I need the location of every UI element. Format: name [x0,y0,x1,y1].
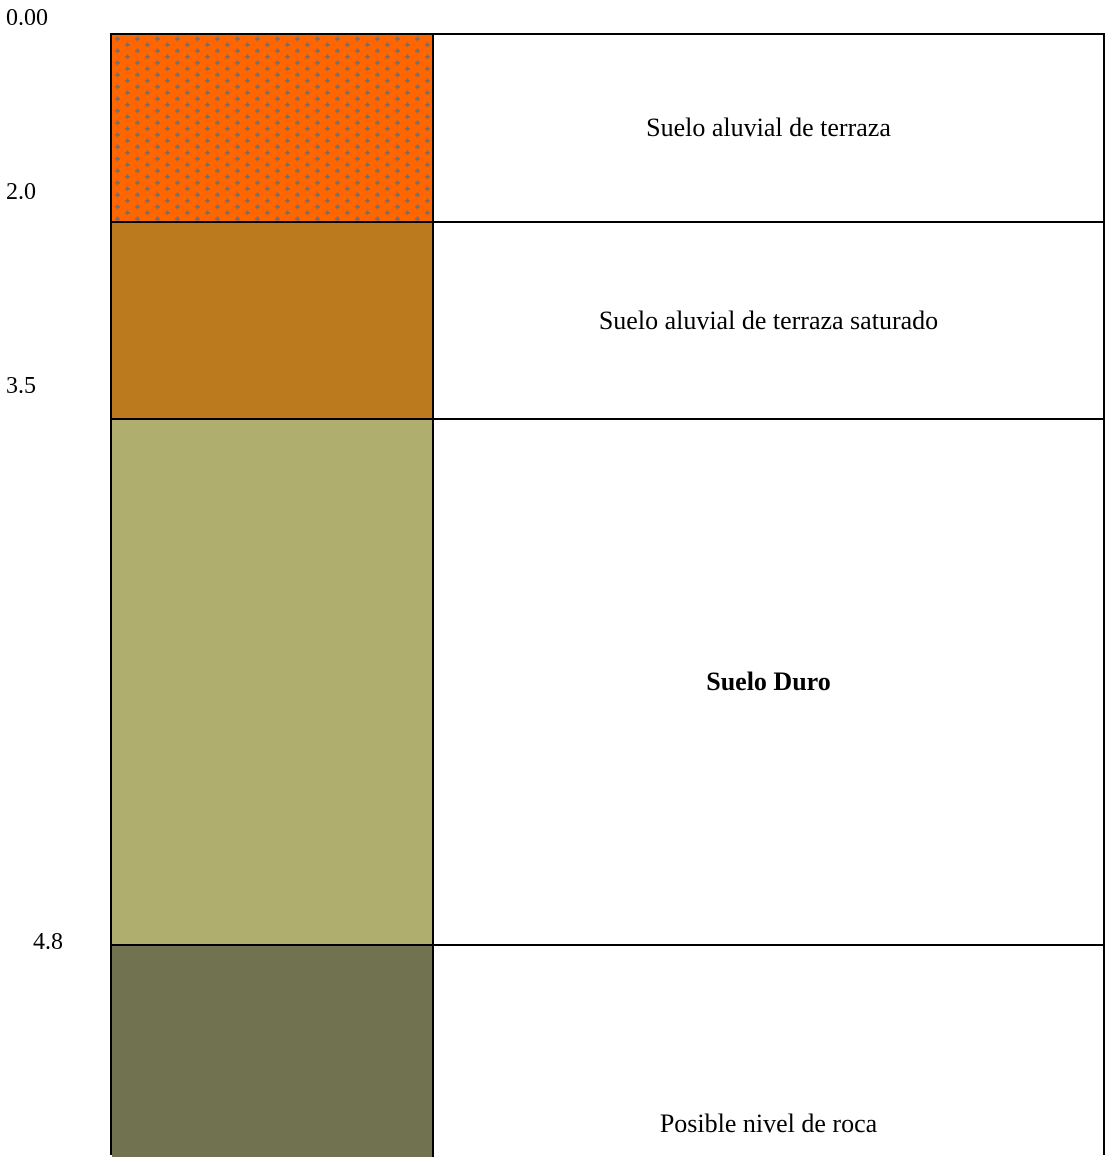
layer-1-swatch [112,35,434,221]
layer-4: Posible nivel de roca [112,944,1103,1157]
layer-1: Suelo aluvial de terraza [112,35,1103,221]
layer-1-description: Suelo aluvial de terraza [646,113,891,142]
layer-3: Suelo Duro [112,418,1103,944]
depth-label-1: 2.0 [6,179,36,205]
layer-3-description: Suelo Duro [706,667,831,696]
stratigraphic-column: Suelo aluvial de terraza Suelo aluvial d… [110,33,1105,1157]
layer-4-swatch [112,946,434,1157]
layer-3-swatch [112,420,434,944]
depth-label-2: 3.5 [6,373,36,399]
layer-4-description: Posible nivel de roca [659,1109,878,1138]
layer-2-description: Suelo aluvial de terraza saturado [598,305,939,335]
depth-label-0: 0.00 [6,5,48,31]
layer-2-swatch [112,223,434,418]
layer-2: Suelo aluvial de terraza saturado [112,221,1103,418]
depth-label-3: 4.8 [33,929,63,955]
